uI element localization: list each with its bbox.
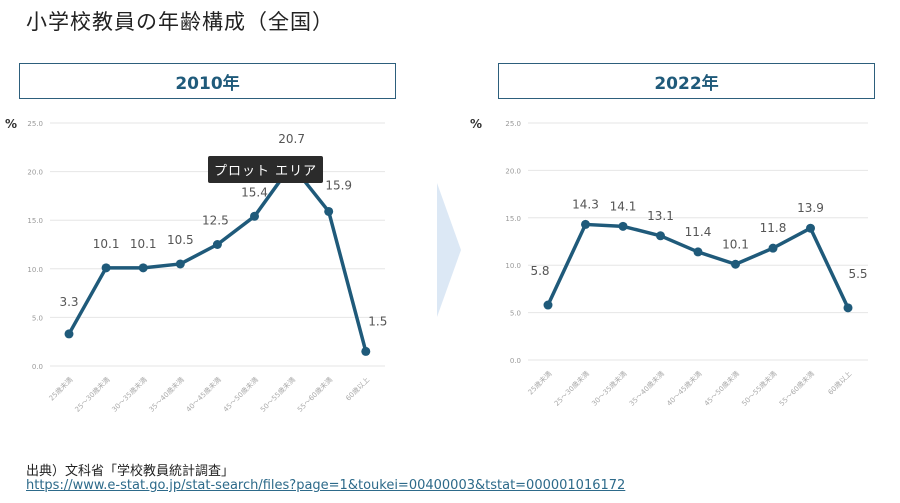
data-point (250, 211, 259, 221)
data-label: 5.5 (848, 267, 867, 281)
y-tick-label: 15.0 (505, 215, 521, 223)
arrow-right-icon (437, 183, 461, 317)
data-label: 20.7 (278, 132, 305, 146)
data-point (656, 231, 665, 241)
data-label: 14.3 (572, 197, 599, 211)
data-point (361, 346, 371, 356)
data-label: 10.1 (722, 237, 749, 251)
data-label: 10.1 (130, 237, 157, 251)
data-label: 10.5 (167, 233, 194, 247)
data-point (212, 240, 222, 249)
data-label: 13.1 (647, 209, 674, 223)
data-label: 11.8 (760, 221, 787, 235)
data-point (138, 263, 148, 273)
x-tick-label: 30～35歳未満 (590, 369, 629, 408)
page-title: 小学校教員の年齢構成（全国） (26, 10, 334, 34)
data-point (581, 219, 590, 229)
data-point (64, 329, 74, 339)
source-label: 出典）文科省「学校教員統計調査」 (26, 464, 235, 479)
data-label: 1.5 (368, 314, 387, 328)
y-tick-label: 5.0 (32, 314, 43, 322)
x-tick-label: 30～35歳未満 (110, 375, 149, 414)
chart-title-2022: 2022年 (498, 63, 875, 99)
x-tick-label: 35～40歳未満 (147, 375, 186, 414)
data-point (101, 263, 111, 273)
y-tick-label: 15.0 (27, 217, 43, 225)
x-tick-label: 25～30歳未満 (552, 369, 591, 408)
x-tick-label: 25歳未満 (47, 375, 75, 403)
series-line (67, 163, 368, 352)
data-point (543, 300, 553, 310)
x-tick-label: 25歳未満 (526, 369, 554, 397)
x-tick-label: 45～50歳未満 (702, 369, 741, 408)
y-tick-label: 5.0 (510, 310, 521, 318)
y-tick-label: 20.0 (27, 169, 43, 177)
data-label: 13.9 (797, 201, 824, 215)
data-label: 11.4 (685, 225, 712, 239)
data-label: 14.1 (610, 199, 637, 213)
y-axis-unit-left: % (5, 117, 18, 131)
y-tick-label: 0.0 (32, 363, 43, 371)
x-tick-label: 25～30歳未満 (73, 375, 112, 414)
source-link[interactable]: https://www.e-stat.go.jp/stat-search/fil… (26, 478, 626, 493)
x-tick-label: 50～55歳未満 (258, 375, 297, 414)
data-point (618, 221, 628, 231)
y-tick-label: 10.0 (27, 266, 43, 274)
data-point (768, 243, 778, 253)
y-tick-label: 25.0 (505, 120, 521, 128)
data-point (843, 303, 853, 313)
x-tick-label: 35～40歳未満 (627, 369, 666, 408)
x-tick-label: 50～55歳未満 (740, 369, 779, 408)
x-tick-label: 40～45歳未満 (665, 369, 704, 408)
data-label: 10.1 (93, 237, 120, 251)
x-tick-label: 55～60歳未満 (777, 369, 816, 408)
y-tick-label: 20.0 (505, 167, 521, 175)
data-label: 15.4 (241, 185, 268, 199)
y-tick-label: 25.0 (27, 120, 43, 128)
x-tick-label: 60歳以上 (344, 375, 372, 403)
x-tick-label: 55～60歳未満 (295, 375, 334, 414)
data-label: 5.8 (530, 264, 549, 278)
data-point (806, 223, 815, 233)
x-tick-label: 45～50歳未満 (221, 375, 260, 414)
y-tick-label: 10.0 (505, 262, 521, 270)
x-tick-label: 40～45歳未満 (184, 375, 223, 414)
data-label: 15.9 (325, 178, 352, 192)
data-label: 3.3 (59, 295, 78, 309)
data-point (324, 206, 334, 216)
plot-area-tooltip: プロット エリア (208, 156, 324, 183)
data-label: 12.5 (202, 214, 229, 228)
x-tick-label: 60歳以上 (826, 369, 854, 397)
data-point (175, 259, 185, 269)
y-tick-label: 0.0 (510, 357, 521, 365)
data-point (693, 247, 703, 257)
y-axis-unit-right: % (470, 117, 483, 131)
chart-title-2010: 2010年 (19, 63, 396, 99)
data-point (731, 259, 740, 269)
